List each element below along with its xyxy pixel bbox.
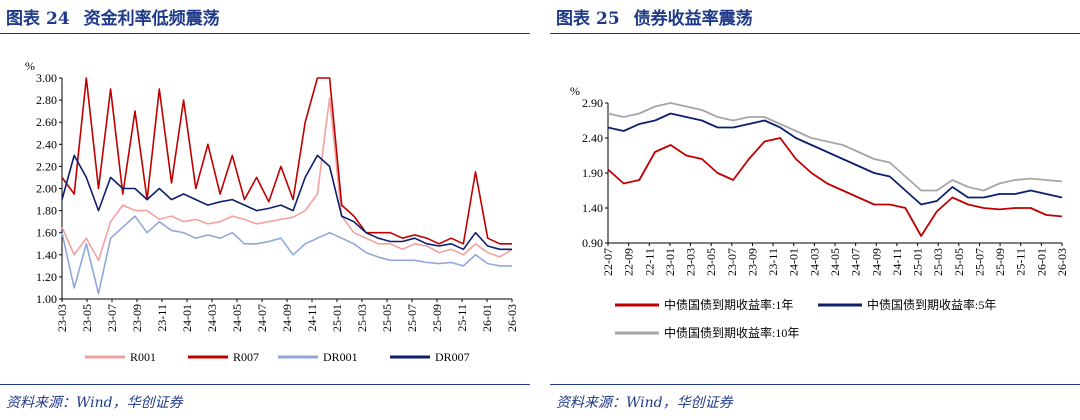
series-line-y10: [607, 102, 1063, 192]
y-tick-label: 1.90: [582, 166, 603, 180]
y-axis-unit: %: [25, 59, 35, 73]
series-line-y5: [607, 112, 1063, 206]
legend-label: 中债国债到期收益率:5年: [867, 297, 996, 312]
series-line-DR007: [61, 154, 512, 251]
x-tick-label: 23-03: [684, 248, 698, 276]
x-tick-label: 25-01: [911, 248, 925, 276]
x-tick-label: 26-01: [1034, 248, 1048, 276]
y-tick-label: 2.20: [36, 159, 57, 173]
series-line-y1: [607, 137, 1063, 237]
y-axis-unit: %: [570, 84, 580, 98]
x-tick-label: 23-11: [155, 304, 169, 332]
x-tick-label: 25-09: [993, 248, 1007, 276]
title-rule: [550, 33, 1080, 34]
figure-number: 24: [46, 9, 70, 29]
x-tick-label: 23-07: [105, 304, 119, 332]
x-tick-label: 24-09: [869, 248, 883, 276]
figure-number: 25: [596, 9, 620, 29]
x-tick-label: 26-01: [480, 304, 494, 332]
x-tick-label: 22-07: [601, 248, 615, 276]
series-line-R001: [61, 97, 513, 262]
x-tick-label: 24-01: [787, 248, 801, 276]
legend-label: 中债国债到期收益率:10年: [664, 325, 799, 340]
source-rule: [550, 384, 1080, 385]
y-tick-label: 2.90: [582, 96, 603, 110]
panel-left: 图表 24 资金利率低频震荡 % 3.00 2.80 2.60 2.40 2.20 2.00 1.…: [0, 0, 530, 420]
y-tick-label: 2.00: [36, 182, 57, 196]
series-line-R007: [61, 77, 512, 245]
panel-right: 图表 25 债券收益率震荡 % 2.90 2.40 1.90 1.40 0.90 22-07 22…: [550, 0, 1080, 420]
x-tick-label: 24-05: [828, 248, 842, 276]
y-tick-label: 2.60: [36, 115, 57, 129]
x-tick-label: 24-01: [180, 304, 194, 332]
x-tick-label: 25-07: [405, 304, 419, 332]
title-rule: [0, 33, 530, 34]
x-tick-label: 24-11: [890, 248, 904, 276]
x-tick-label: 25-03: [355, 304, 369, 332]
chart-title-right: 图表 25 债券收益率震荡: [556, 4, 753, 29]
x-tick-label: 26-03: [1055, 248, 1069, 276]
x-tick-label: 25-09: [430, 304, 444, 332]
legend-label: 中债国债到期收益率:1年: [664, 297, 793, 312]
x-tick-label: 25-07: [972, 248, 986, 276]
source-note: 资料来源：Wind，华创证券: [556, 395, 733, 411]
x-tick-label: 23-05: [704, 248, 718, 276]
chart-title-text: 资金利率低频震荡: [83, 9, 220, 29]
x-tick-label: 24-09: [280, 304, 294, 332]
y-tick-label: 1.80: [36, 204, 57, 218]
x-tick-label: 25-05: [380, 304, 394, 332]
legend-label: R007: [233, 350, 259, 364]
x-tick-label: 24-05: [230, 304, 244, 332]
x-tick-label: 23-09: [745, 248, 759, 276]
y-tick-label: 1.60: [36, 226, 57, 240]
x-tick-label: 23-09: [130, 304, 144, 332]
y-tick-label: 0.90: [582, 236, 603, 250]
chart-title-text: 债券收益率震荡: [633, 9, 753, 29]
x-tick-label: 25-01: [330, 304, 344, 332]
source-note: 资料来源：Wind，华创证券: [6, 395, 183, 411]
x-tick-label: 24-07: [849, 248, 863, 276]
x-tick-label: 26-03: [505, 304, 519, 332]
series-line-DR001: [61, 215, 512, 295]
chart-title-left: 图表 24 资金利率低频震荡: [6, 4, 220, 29]
x-tick-label: 23-07: [725, 248, 739, 276]
x-tick-label: 23-03: [55, 304, 69, 332]
x-tick-label: 23-05: [80, 304, 94, 332]
x-tick-label: 24-11: [305, 304, 319, 332]
figure-label: 图表: [556, 9, 590, 29]
y-tick-label: 1.20: [36, 270, 57, 284]
y-tick-label: 3.00: [36, 71, 57, 85]
source-rule: [0, 384, 530, 385]
y-tick-label: 1.00: [36, 292, 57, 306]
legend-label: DR001: [323, 350, 358, 364]
x-tick-label: 25-11: [1014, 248, 1028, 276]
y-tick-label: 1.40: [582, 201, 603, 215]
figure-label: 图表: [6, 9, 40, 29]
x-tick-label: 22-09: [622, 248, 636, 276]
chart-left: %3.00 2.80 2.60 2.40 2.20 2.00 1.80 1.60 1.40 1.2…: [25, 59, 519, 364]
x-tick-label: 24-03: [205, 304, 219, 332]
y-tick-label: 2.40: [582, 131, 603, 145]
x-tick-label: 22-11: [642, 248, 656, 276]
y-tick-label: 1.40: [36, 248, 57, 262]
y-tick-label: 2.40: [36, 137, 57, 151]
legend-label: R001: [130, 350, 156, 364]
x-tick-label: 25-03: [931, 248, 945, 276]
x-tick-label: 25-05: [952, 248, 966, 276]
legend-label: DR007: [435, 350, 470, 364]
x-tick-label: 25-11: [455, 304, 469, 332]
x-tick-label: 24-03: [807, 248, 821, 276]
y-tick-label: 2.80: [36, 93, 57, 107]
x-tick-label: 23-11: [766, 248, 780, 276]
x-tick-label: 23-01: [663, 248, 677, 276]
x-tick-label: 24-07: [255, 304, 269, 332]
